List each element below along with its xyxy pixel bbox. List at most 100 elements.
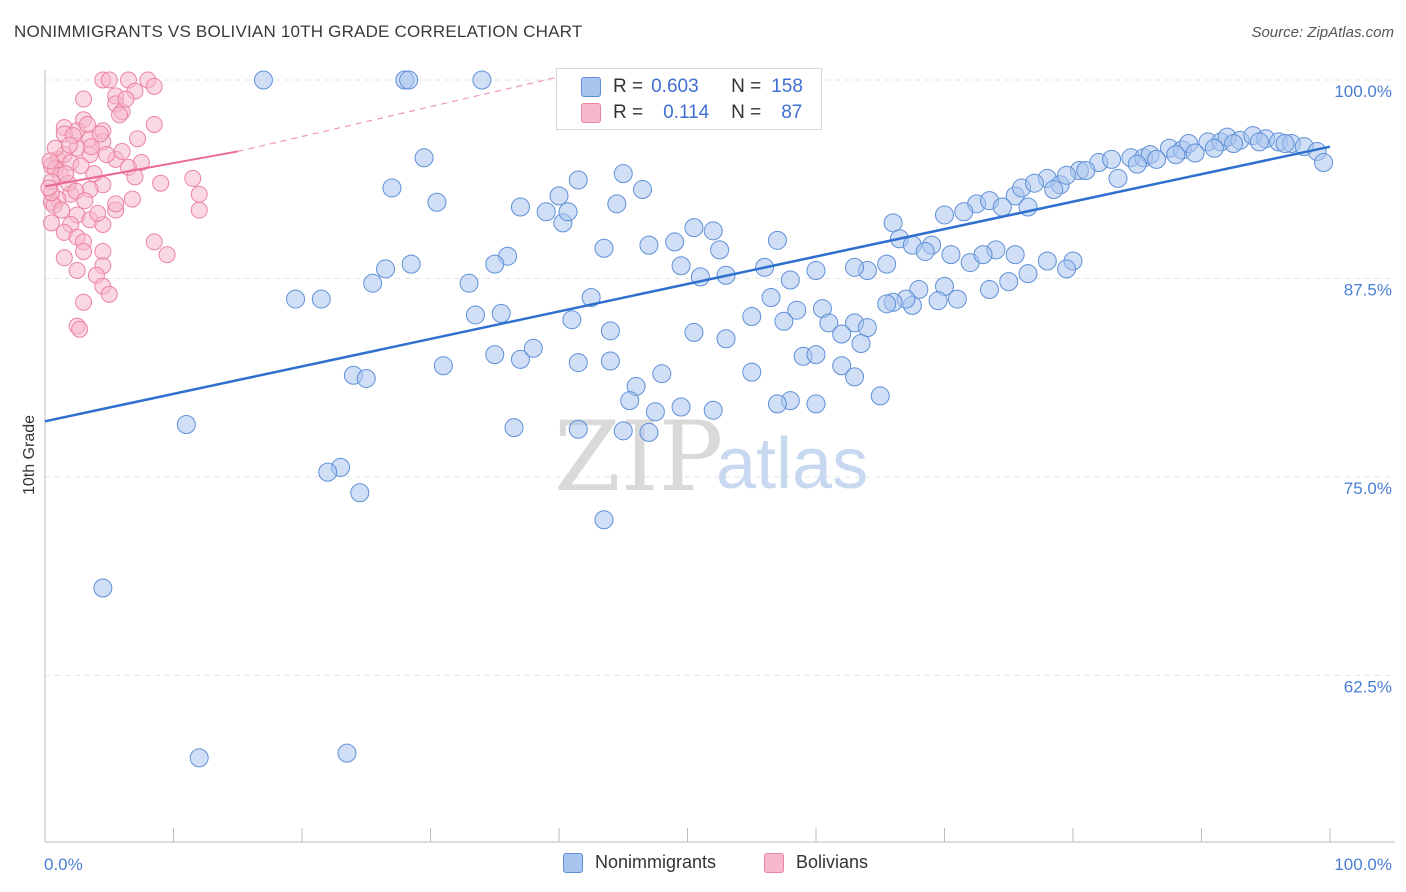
point-nonimmigrants [832, 324, 852, 344]
point-bolivians [100, 71, 118, 89]
point-nonimmigrants [568, 170, 588, 190]
watermark-atlas: atlas [716, 424, 868, 504]
legend-row-nonimmigrants: R = 0.603 N = 158 [581, 74, 803, 100]
legend-r-label: R = [613, 102, 644, 123]
point-nonimmigrants [1057, 259, 1077, 279]
y-axis-label: 10th Grade [21, 415, 38, 495]
point-bolivians [72, 157, 90, 175]
point-nonimmigrants [472, 70, 492, 90]
point-bolivians [123, 190, 141, 208]
stats-legend: R = 0.603 N = 158 R = 0.114 N = 87 [556, 68, 822, 130]
point-nonimmigrants [787, 300, 807, 320]
point-bolivians [113, 142, 131, 160]
point-bolivians [145, 233, 163, 251]
point-nonimmigrants [992, 197, 1012, 217]
point-nonimmigrants [1076, 160, 1096, 180]
point-bolivians [111, 106, 129, 124]
trendline-nonimmigrants [44, 145, 1331, 423]
point-nonimmigrants [703, 400, 723, 420]
point-nonimmigrants [318, 462, 338, 482]
point-bolivians [129, 130, 147, 148]
legend-swatch-pink [764, 852, 784, 873]
point-nonimmigrants [652, 364, 672, 384]
point-nonimmigrants [1102, 149, 1122, 169]
point-nonimmigrants [767, 394, 787, 414]
point-nonimmigrants [935, 205, 954, 225]
point-nonimmigrants [877, 294, 897, 314]
point-nonimmigrants [485, 254, 505, 274]
bottom-legend-bolivians[interactable]: Bolivians [764, 852, 868, 873]
point-nonimmigrants [433, 356, 453, 376]
source-label: Source: ZipAtlas.com [1251, 24, 1394, 41]
y-tick-label: 87.5% [1344, 280, 1392, 299]
bottom-legend-nonimmigrants[interactable]: Nonimmigrants [563, 852, 716, 873]
point-nonimmigrants [253, 70, 273, 90]
point-nonimmigrants [414, 148, 434, 168]
point-bolivians [53, 201, 71, 219]
point-nonimmigrants [491, 303, 511, 323]
legend-label: Bolivians [796, 852, 869, 872]
point-nonimmigrants [684, 218, 704, 238]
tick-labels: 62.5% 75.0% 87.5% 100.0% 0.0% 100.0% [44, 82, 1392, 874]
y-tick-label: 100.0% [1334, 82, 1392, 101]
point-nonimmigrants [954, 202, 974, 222]
point-nonimmigrants [941, 245, 961, 265]
trendline-bolivians-extension [237, 76, 560, 153]
point-nonimmigrants [947, 289, 967, 309]
point-nonimmigrants [189, 748, 209, 768]
point-nonimmigrants [363, 273, 383, 293]
legend-swatch-pink [581, 103, 601, 123]
point-bolivians [190, 185, 208, 203]
point-bolivians [76, 192, 94, 210]
point-nonimmigrants [671, 256, 691, 276]
point-nonimmigrants [1224, 134, 1244, 153]
point-nonimmigrants [639, 422, 659, 442]
point-nonimmigrants [568, 419, 588, 439]
y-tick-label: 62.5% [1344, 677, 1392, 696]
point-nonimmigrants [857, 318, 877, 338]
legend-r-value: 0.603 [651, 76, 699, 97]
point-nonimmigrants [1108, 168, 1128, 188]
series-nonimmigrants-points [93, 70, 1334, 768]
point-nonimmigrants [1249, 132, 1269, 152]
point-bolivians [184, 169, 202, 187]
point-nonimmigrants [594, 510, 614, 530]
point-bolivians [100, 285, 118, 303]
point-nonimmigrants [620, 391, 640, 411]
point-nonimmigrants [870, 386, 890, 406]
point-nonimmigrants [376, 259, 396, 279]
point-bolivians [94, 242, 112, 260]
point-bolivians [57, 165, 75, 183]
point-nonimmigrants [1037, 251, 1057, 271]
point-nonimmigrants [671, 397, 691, 417]
point-bolivians [68, 262, 86, 279]
point-nonimmigrants [568, 353, 588, 373]
point-nonimmigrants [600, 351, 620, 371]
point-bolivians [91, 125, 109, 143]
point-nonimmigrants [549, 186, 569, 206]
point-nonimmigrants [337, 743, 357, 763]
point-nonimmigrants [1166, 145, 1186, 165]
point-nonimmigrants [973, 245, 993, 265]
point-nonimmigrants [742, 362, 762, 382]
point-nonimmigrants [710, 240, 730, 260]
point-nonimmigrants [645, 402, 665, 422]
point-bolivians [55, 249, 73, 267]
point-nonimmigrants [883, 213, 903, 233]
point-nonimmigrants [806, 394, 826, 414]
legend-label: Nonimmigrants [595, 852, 717, 872]
point-nonimmigrants [510, 349, 530, 369]
point-nonimmigrants [684, 322, 704, 342]
point-bolivians [41, 152, 59, 170]
point-nonimmigrants [639, 235, 659, 255]
point-bolivians [60, 136, 78, 154]
point-nonimmigrants [286, 289, 306, 309]
point-nonimmigrants [401, 254, 421, 274]
point-nonimmigrants [819, 313, 839, 333]
point-nonimmigrants [633, 180, 653, 200]
point-nonimmigrants [399, 70, 419, 90]
point-bolivians [82, 138, 100, 156]
y-tick-label: 75.0% [1344, 479, 1392, 498]
legend-swatch-blue [563, 852, 583, 873]
